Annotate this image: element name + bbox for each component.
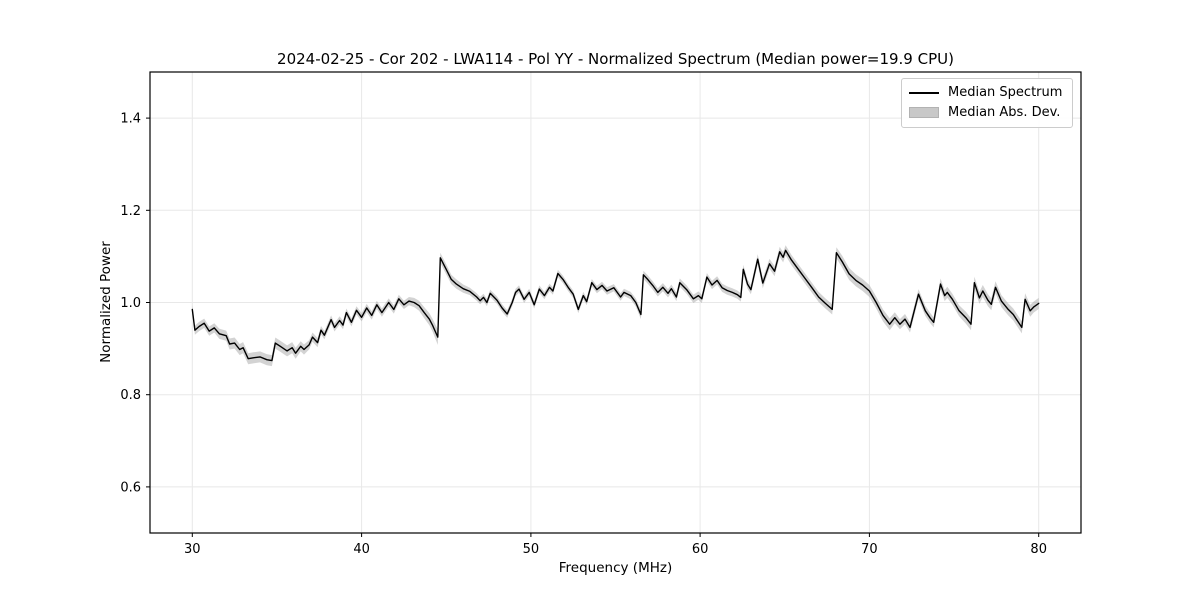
median-spectrum-line-sample [909, 91, 939, 94]
y-tick-label: 0.8 [120, 388, 141, 403]
x-axis-label: Frequency (MHz) [558, 560, 673, 576]
x-tick-label: 80 [1030, 542, 1047, 557]
median-spectrum-line [191, 249, 1040, 362]
y-tick-label: 1.0 [120, 296, 141, 311]
x-tick-label: 60 [692, 542, 709, 557]
legend-item-median-spectrum: Median Spectrum [909, 84, 1064, 101]
x-tick-label: 30 [184, 542, 201, 557]
median-abs-dev-band [192, 245, 1039, 367]
y-axis-label-text: Normalized Power [98, 241, 114, 363]
legend-item-median-abs-dev: Median Abs. Dev. [909, 104, 1064, 121]
legend: Median Spectrum Median Abs. Dev. [901, 78, 1073, 128]
y-tick-label: 1.4 [120, 112, 141, 127]
y-tick-label: 0.6 [120, 480, 141, 495]
x-tick-label: 50 [523, 542, 540, 557]
median-abs-dev-patch-sample [909, 107, 939, 118]
y-tick-label: 1.2 [120, 204, 141, 219]
legend-label-median-abs-dev: Median Abs. Dev. [948, 105, 1061, 120]
legend-label-median-spectrum: Median Spectrum [948, 85, 1063, 100]
x-tick-label: 70 [861, 542, 878, 557]
x-tick-label: 40 [353, 542, 370, 557]
chart-title: 2024-02-25 - Cor 202 - LWA114 - Pol YY -… [277, 50, 954, 68]
